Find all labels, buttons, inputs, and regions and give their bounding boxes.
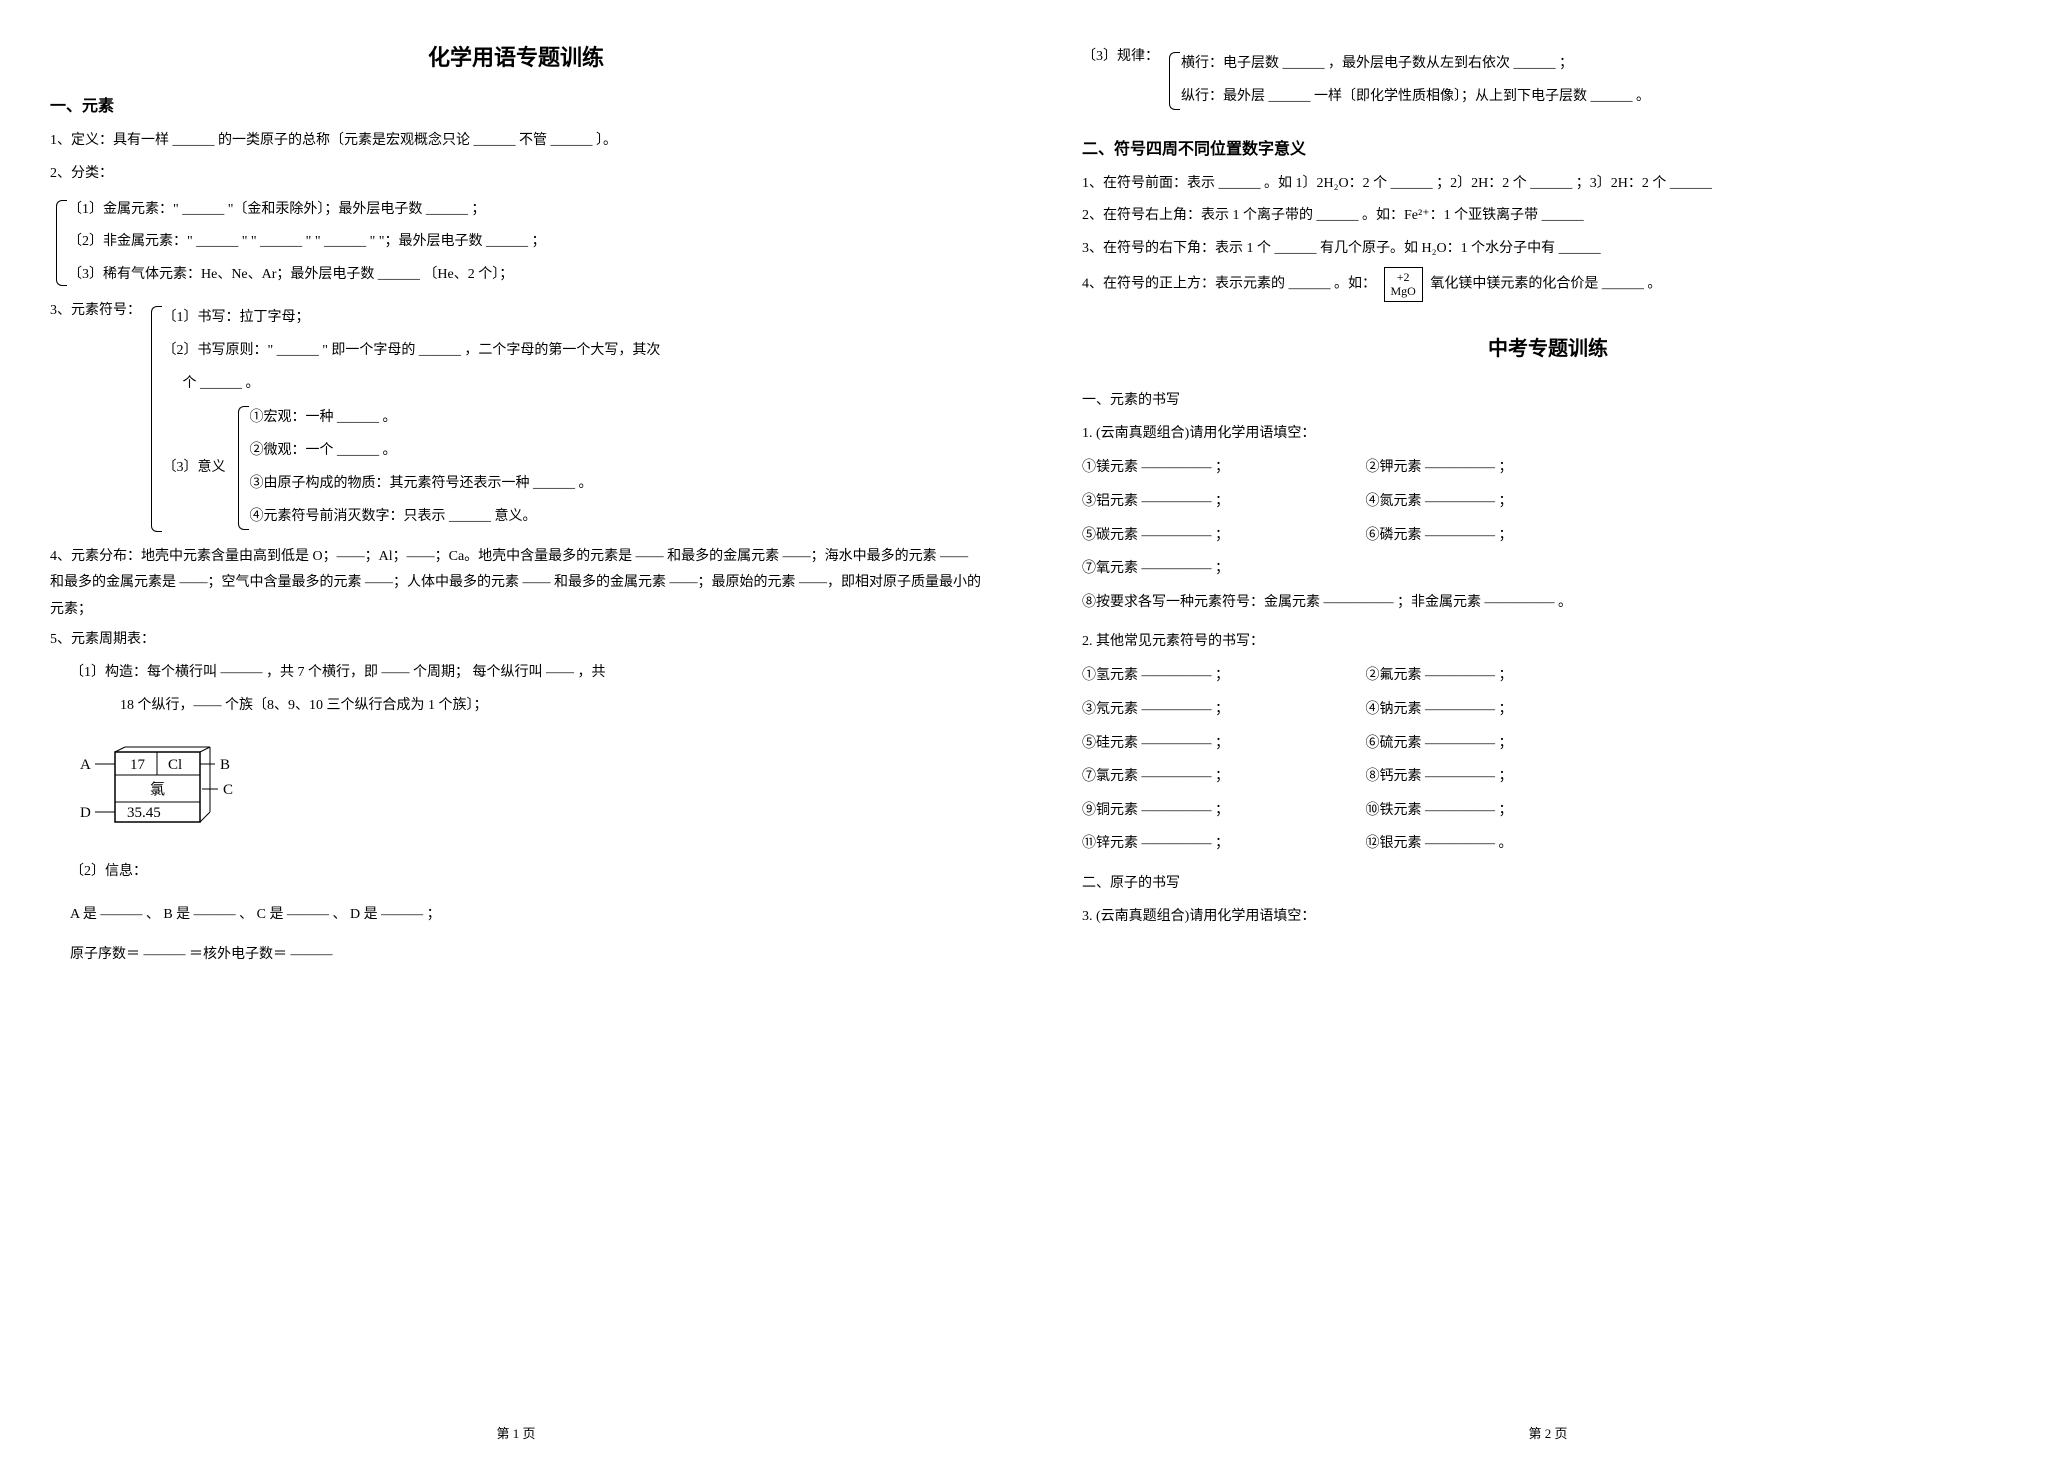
item-b9: ⑨铜元素 ————— ；	[1082, 794, 1362, 828]
item-b5: ⑤硅元素 ————— ；	[1082, 727, 1362, 761]
q5-1: 〔1〕构造：每个横行叫 ——— ，共 7 个横行，即 —— 个周期； 每个纵行叫…	[70, 658, 982, 689]
fill-row-2: ③铝元素 ————— ； ④氮元素 ————— ；	[1082, 485, 2014, 519]
q2-bracket: 〔1〕金属元素：" ______ "〔金和汞除外〕；最外层电子数 ______ …	[50, 195, 982, 291]
q4: 4、元素分布：地壳中元素含量由高到低是 O；——；Al；——；Ca。地壳中含量最…	[50, 544, 982, 624]
fill-row-b5: ⑨铜元素 ————— ； ⑩铁元素 ————— ；	[1082, 794, 2014, 828]
item-b8: ⑧钙元素 ————— ；	[1366, 760, 1646, 794]
item-8: ⑧按要求各写一种元素符号：金属元素 ————— ；非金属元素 ————— 。	[1082, 588, 2014, 619]
fill-row-4: ⑦氧元素 ————— ；	[1082, 552, 2014, 586]
q2-1: 〔1〕金属元素：" ______ "〔金和汞除外〕；最外层电子数 ______ …	[68, 195, 982, 226]
q5: 5、元素周期表：	[50, 625, 982, 656]
fill-row-3: ⑤碳元素 ————— ； ⑥磷元素 ————— ；	[1082, 519, 2014, 553]
item-1: ①镁元素 ————— ；	[1082, 451, 1362, 485]
item-b4: ④钠元素 ————— ；	[1366, 693, 1646, 727]
element-mass: 35.45	[127, 805, 161, 821]
fill-row-b2: ③氖元素 ————— ； ④钠元素 ————— ；	[1082, 693, 2014, 727]
q3-1: 〔1〕书写：拉丁字母；	[163, 303, 661, 334]
q3-3-4: ④元素符号前消灭数字：只表示 ______ 意义。	[250, 502, 593, 533]
s2-q4-a: 4、在符号的正上方：表示元素的 ______ 。如：	[1082, 277, 1376, 292]
element-name: 氯	[150, 781, 165, 798]
q3-2: 〔2〕书写原则：" ______ " 即一个字母的 ______ ，二个字母的第…	[163, 336, 661, 367]
label-a: A	[80, 757, 91, 773]
q5-1b: 18 个纵行，—— 个族〔8、9、10 三个纵行合成为 1 个族〕；	[120, 691, 982, 722]
item-b3: ③氖元素 ————— ；	[1082, 693, 1362, 727]
q3-2b: 个 ______ 。	[183, 369, 661, 400]
item-b6: ⑥硫元素 ————— ；	[1366, 727, 1646, 761]
q3-label: 3、元素符号：	[50, 303, 141, 318]
q5-2-eq: 原子序数＝ ——— ＝核外电子数＝ ———	[70, 940, 982, 971]
item-b11: ⑪锌元素 ————— ；	[1082, 827, 1362, 861]
fill-row-b3: ⑤硅元素 ————— ； ⑥硫元素 ————— ；	[1082, 727, 2014, 761]
item-5: ⑤碳元素 ————— ；	[1082, 519, 1362, 553]
section-b-heading: 二、原子的书写	[1082, 869, 2014, 900]
section-a-intro: 1. (云南真题组合)请用化学用语填空：	[1082, 419, 2014, 450]
item-7: ⑦氧元素 ————— ；	[1082, 552, 1362, 586]
q5-3-bracket: 横行：电子层数 ______ ，最外层电子数从左到右依次 ______ ； 纵行…	[1163, 47, 2014, 115]
subtitle: 中考专题训练	[1082, 332, 2014, 361]
doc-title: 化学用语专题训练	[50, 40, 982, 72]
q1: 1、定义：具有一样 ______ 的一类原子的总称〔元素是宏观概念只论 ____…	[50, 126, 982, 157]
page-2: 〔3〕规律： 横行：电子层数 ______ ，最外层电子数从左到右依次 ____…	[1032, 0, 2064, 1457]
item-2: ②钾元素 ————— ；	[1366, 451, 1646, 485]
q5-3-label: 〔3〕规律：	[1082, 42, 1159, 120]
q3-3-row: 〔3〕意义 ①宏观：一种 ______ 。 ②微观：一个 ______ 。 ③由…	[163, 401, 661, 534]
q3-bracket: 〔1〕书写：拉丁字母； 〔2〕书写原则：" ______ " 即一个字母的 __…	[145, 301, 661, 537]
item-6: ⑥磷元素 ————— ；	[1366, 519, 1646, 553]
q2-2: 〔2〕非金属元素：" ______ " " ______ " " ______ …	[68, 227, 982, 258]
q5-3-row: 〔3〕规律： 横行：电子层数 ______ ，最外层电子数从左到右依次 ____…	[1082, 42, 2014, 120]
q5-3-v: 纵行：最外层 ______ 一样〔即化学性质相像〕；从上到下电子层数 _____…	[1181, 82, 2014, 113]
element-symbol: Cl	[168, 757, 182, 773]
item-4: ④氮元素 ————— ；	[1366, 485, 1646, 519]
section-1-heading: 一、元素	[50, 92, 982, 116]
item-b10: ⑩铁元素 ————— ；	[1366, 794, 1646, 828]
item-b2: ②氟元素 ————— ；	[1366, 659, 1646, 693]
q3-3-2: ②微观：一个 ______ 。	[250, 436, 593, 467]
element-diagram: 17 Cl 氯 35.45 A B C D	[70, 742, 270, 837]
label-d: D	[80, 805, 91, 821]
q5-2: 〔2〕信息：	[70, 857, 982, 888]
q2: 2、分类：	[50, 159, 982, 190]
fill-row-b6: ⑪锌元素 ————— ； ⑫银元素 ————— 。	[1082, 827, 2014, 861]
q5-3-h: 横行：电子层数 ______ ，最外层电子数从左到右依次 ______ ；	[1181, 49, 2014, 80]
s2-q2: 2、在符号右上角：表示 1 个离子带的 ______ 。如：Fe²⁺：1 个亚铁…	[1082, 201, 2014, 232]
section-b-intro: 3. (云南真题组合)请用化学用语填空：	[1082, 902, 2014, 933]
s2-q4-b: 氧化镁中镁元素的化合价是 ______ 。	[1430, 277, 1661, 292]
mgo-box: +2MgO	[1384, 267, 1423, 302]
fill-row-b4: ⑦氯元素 ————— ； ⑧钙元素 ————— ；	[1082, 760, 2014, 794]
q3-3-3: ③由原子构成的物质：其元素符号还表示一种 ______ 。	[250, 469, 593, 500]
label-c: C	[223, 782, 233, 798]
page-1: 化学用语专题训练 一、元素 1、定义：具有一样 ______ 的一类原子的总称〔…	[0, 0, 1032, 1457]
item-b7: ⑦氯元素 ————— ；	[1082, 760, 1362, 794]
s2-q4: 4、在符号的正上方：表示元素的 ______ 。如： +2MgO 氧化镁中镁元素…	[1082, 267, 2014, 302]
section-a-intro2: 2. 其他常见元素符号的书写：	[1082, 627, 2014, 658]
item-b1: ①氢元素 ————— ；	[1082, 659, 1362, 693]
q2-3: 〔3〕稀有气体元素：He、Ne、Ar；最外层电子数 ______ 〔He、2 个…	[68, 260, 982, 291]
fill-row-b1: ①氢元素 ————— ； ②氟元素 ————— ；	[1082, 659, 2014, 693]
s2-q3: 3、在符号的右下角：表示 1 个 ______ 有几个原子。如 H₂O：1 个水…	[1082, 234, 2014, 265]
page-number-2: 第 2 页	[1032, 1423, 2064, 1442]
fill-row-1: ①镁元素 ————— ； ②钾元素 ————— ；	[1082, 451, 2014, 485]
q3-3-label: 〔3〕意义	[163, 461, 226, 475]
q3-3-1: ①宏观：一种 ______ 。	[250, 403, 593, 434]
label-b: B	[220, 757, 230, 773]
page-number-1: 第 1 页	[0, 1423, 1032, 1442]
atomic-number: 17	[130, 757, 146, 773]
s2-q1: 1、在符号前面：表示 ______ 。如 1〕2H₂O：2 个 ______ ；…	[1082, 169, 2014, 200]
q3-3-bracket: ①宏观：一种 ______ 。 ②微观：一个 ______ 。 ③由原子构成的物…	[232, 401, 593, 534]
item-3: ③铝元素 ————— ；	[1082, 485, 1362, 519]
item-b12: ⑫银元素 ————— 。	[1366, 827, 1646, 861]
q5-2-abcd: A 是 ——— 、 B 是 ——— 、 C 是 ——— 、 D 是 ——— ；	[70, 900, 982, 931]
section-a-heading: 一、元素的书写	[1082, 386, 2014, 417]
section-2-heading: 二、符号四周不同位置数字意义	[1082, 135, 2014, 159]
q3-stem: 3、元素符号： 〔1〕书写：拉丁字母； 〔2〕书写原则：" ______ " 即…	[50, 296, 982, 542]
